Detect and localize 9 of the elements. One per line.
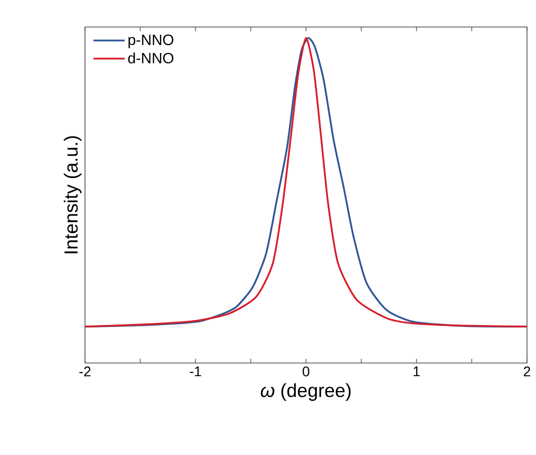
x-tick-label: 1 — [414, 366, 420, 376]
x-tick-label: -2 — [79, 366, 91, 376]
legend-label: d-NNO — [128, 52, 174, 64]
x-tick-label: -1 — [190, 366, 202, 376]
legend-label: p-NNO — [128, 34, 174, 48]
x-tick-label: 2 — [524, 366, 530, 376]
x-axis-title: ω (degree) — [260, 383, 351, 401]
y-axis-title: Intensity (a.u.) — [64, 136, 82, 254]
x-tick-label: 0 — [302, 366, 310, 376]
